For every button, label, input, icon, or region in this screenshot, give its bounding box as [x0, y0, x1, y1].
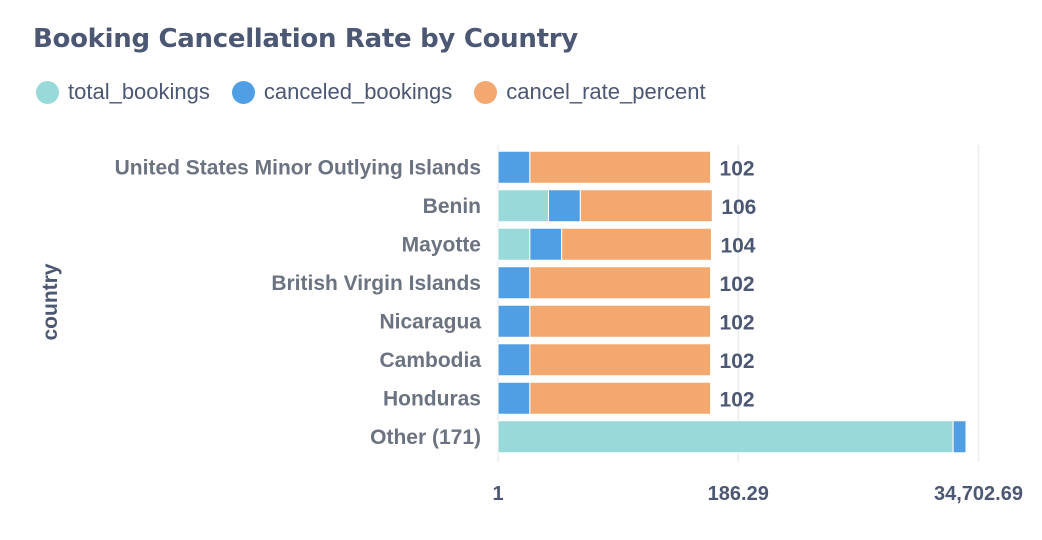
- data-label: 102: [720, 273, 755, 296]
- bar-segment-cancel_rate_percent: [529, 304, 712, 338]
- category-label: Benin: [423, 195, 481, 218]
- category-label: Other (171): [370, 426, 481, 449]
- category-label: Nicaragua: [379, 310, 481, 333]
- bar-segment-cancel_rate_percent: [579, 189, 713, 223]
- bar-segment-cancel_rate_percent: [529, 381, 712, 415]
- bar-segment-total_bookings: [497, 227, 531, 261]
- bar-segment-canceled_bookings: [547, 189, 581, 223]
- chart-legend: total_bookings canceled_bookings cancel_…: [36, 79, 728, 105]
- bar-segment-cancel_rate_percent: [529, 150, 712, 184]
- bar-segment-canceled_bookings: [497, 266, 531, 300]
- bar-segment-canceled_bookings: [497, 150, 531, 184]
- category-label: Mayotte: [402, 233, 481, 256]
- legend-dot-canceled-bookings: [231, 80, 255, 104]
- x-tick-label: 186.29: [708, 483, 769, 505]
- category-label: Cambodia: [379, 349, 481, 372]
- category-label: United States Minor Outlying Islands: [115, 156, 481, 179]
- y-axis-title: country: [39, 263, 62, 340]
- category-label: Honduras: [383, 387, 481, 410]
- bar-segment-canceled_bookings: [529, 227, 563, 261]
- chart-title: Booking Cancellation Rate by Country: [33, 24, 578, 54]
- legend-item-total-bookings[interactable]: total_bookings: [36, 79, 210, 105]
- x-tick-label: 1: [492, 483, 503, 505]
- data-label: 102: [720, 311, 755, 334]
- bar-segment-cancel_rate_percent: [529, 266, 712, 300]
- bar-segment-cancel_rate_percent: [529, 343, 712, 377]
- bar-segment-canceled_bookings: [952, 420, 967, 454]
- bar-segment-canceled_bookings: [497, 304, 531, 338]
- bar-segment-total_bookings: [497, 189, 549, 223]
- data-label: 104: [720, 234, 755, 257]
- legend-dot-total-bookings: [36, 80, 59, 104]
- bar-segment-total_bookings: [497, 420, 954, 454]
- legend-label-canceled-bookings: canceled_bookings: [263, 79, 453, 104]
- bar-segment-canceled_bookings: [497, 381, 531, 415]
- data-label: 102: [720, 388, 755, 411]
- legend-label-cancel-rate-percent: cancel_rate_percent: [506, 79, 706, 104]
- legend-label-total-bookings: total_bookings: [68, 79, 210, 104]
- x-tick-label: 34,702.69: [934, 483, 1023, 505]
- legend-item-canceled-bookings[interactable]: canceled_bookings: [231, 79, 453, 105]
- bar-segment-canceled_bookings: [497, 343, 531, 377]
- category-label: British Virgin Islands: [271, 272, 481, 295]
- data-label: 102: [720, 350, 755, 373]
- legend-item-cancel-rate-percent[interactable]: cancel_rate_percent: [474, 79, 706, 105]
- data-label: 106: [721, 196, 756, 219]
- data-label: 102: [720, 157, 755, 180]
- legend-dot-cancel-rate-percent: [474, 80, 498, 104]
- bar-segment-cancel_rate_percent: [561, 227, 712, 261]
